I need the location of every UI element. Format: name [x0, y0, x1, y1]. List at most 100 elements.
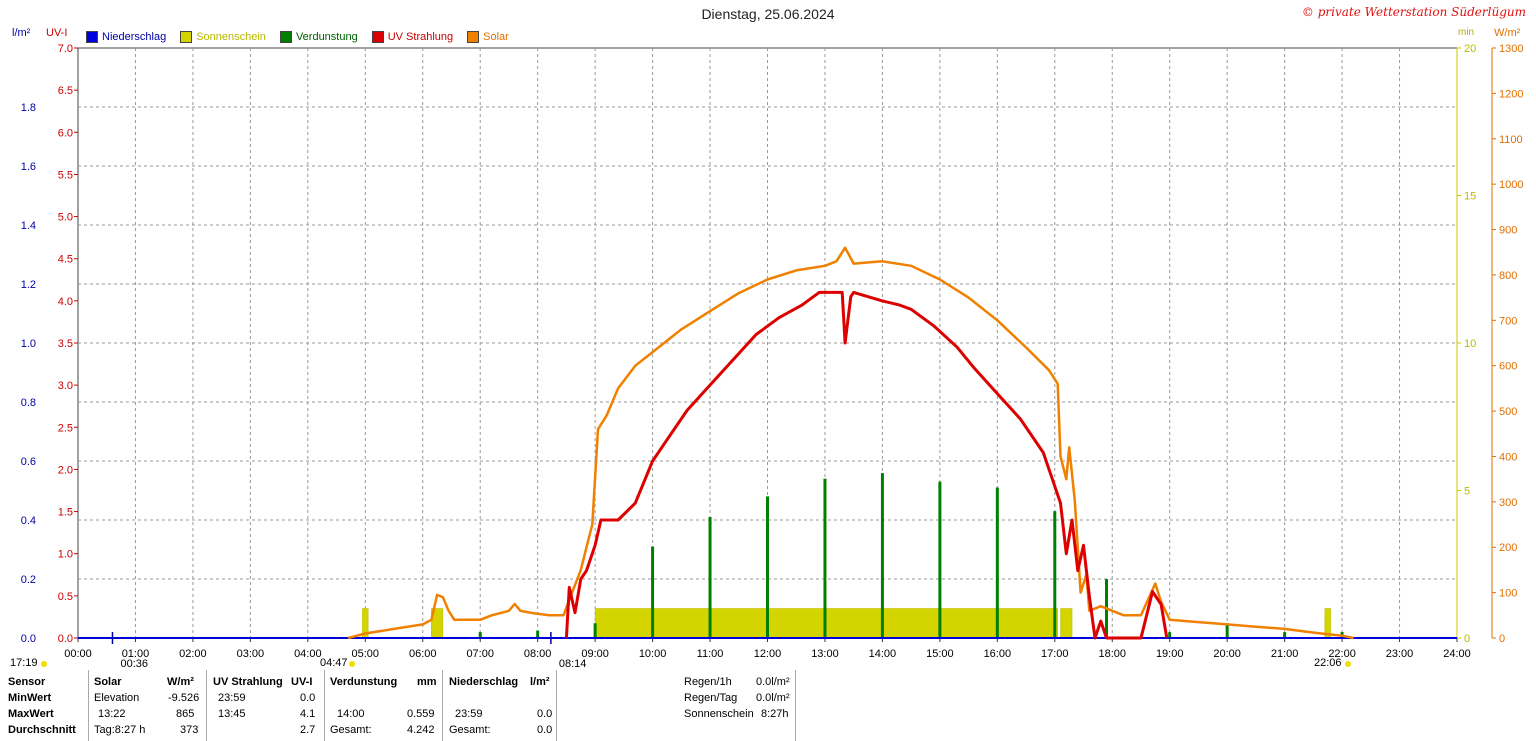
evaporation-bar	[880, 473, 884, 638]
x-tick-label: 18:00	[1098, 648, 1126, 660]
sunshine-bar	[1060, 608, 1073, 639]
solar-tick-label: 1000	[1499, 179, 1523, 191]
sun-tick-label: 20	[1464, 43, 1476, 55]
x-tick-label: 15:00	[926, 648, 954, 660]
row-solar-val: 865	[176, 708, 195, 720]
uv-tick-label: 1.5	[58, 507, 73, 519]
extra-label: Regen/1h	[684, 676, 732, 688]
solar-tick-label: 1100	[1499, 134, 1523, 146]
x-tick-label: 13:00	[811, 648, 839, 660]
x-tick-label: 05:00	[352, 648, 380, 660]
solar-axis-unit: W/m²	[1494, 27, 1521, 39]
legend-swatch	[467, 31, 480, 43]
uv-tick-label: 0.5	[58, 591, 73, 603]
legend-item-sonnenschein: Sonnenschein	[180, 31, 266, 43]
legend: Niederschlag Sonnenschein Verdunstung UV…	[86, 31, 509, 43]
x-tick-label: 07:00	[466, 648, 494, 660]
hdr-rain: Niederschlag	[449, 676, 519, 688]
evaporation-bar	[1053, 511, 1057, 638]
divider	[88, 670, 89, 741]
uv-tick-label: 4.5	[58, 254, 73, 266]
evaporation-bar	[536, 630, 540, 638]
rain-tick-label: 0.8	[21, 397, 36, 409]
sun-time-prev: 17:19	[10, 657, 38, 669]
solar-tick-label: 500	[1499, 406, 1517, 418]
x-tick-label: 02:00	[179, 648, 207, 660]
rain-tick-label: 1.0	[21, 338, 36, 350]
uv-tick-label: 1.0	[58, 549, 73, 561]
evaporation-bar	[708, 517, 712, 638]
row-label: Durchschnitt	[8, 724, 76, 736]
sun-tick-label: 5	[1464, 486, 1470, 498]
x-tick-label: 00:00	[64, 648, 92, 660]
divider	[556, 670, 557, 741]
rain-tick-label: 1.4	[21, 220, 36, 232]
uv-tick-label: 2.0	[58, 464, 73, 476]
evaporation-bar	[1168, 632, 1172, 638]
x-tick-label: 14:00	[869, 648, 897, 660]
hdr-solar-unit: W/m²	[167, 676, 194, 688]
solar-tick-label: 900	[1499, 225, 1517, 237]
x-annotation-label: 08:14	[559, 658, 587, 670]
solar-tick-label: 100	[1499, 588, 1517, 600]
solar-tick-label: 1300	[1499, 43, 1523, 55]
x-tick-label: 09:00	[581, 648, 609, 660]
x-tick-label: 11:00	[697, 648, 724, 660]
x-tick-label: 10:00	[639, 648, 667, 660]
row-evap-val: 0.559	[407, 708, 435, 720]
uv-tick-label: 3.0	[58, 380, 73, 392]
uv-tick-label: 2.5	[58, 422, 73, 434]
legend-item-verdunstung: Verdunstung	[279, 31, 358, 43]
evaporation-bar	[651, 546, 655, 638]
divider	[206, 670, 207, 741]
legend-swatch	[180, 31, 193, 43]
uv-tick-label: 7.0	[58, 43, 73, 55]
sun-tick-label: 0	[1464, 633, 1470, 645]
extra-value: 8:27h	[761, 708, 789, 720]
chart-title: Dienstag, 25.06.2024	[701, 6, 835, 22]
evaporation-bar	[478, 632, 482, 638]
sun-tick-label: 15	[1464, 191, 1476, 203]
row-solar-time: Tag:8:27 h	[94, 724, 146, 736]
legend-item-uv: UV Strahlung	[371, 31, 454, 43]
solar-tick-label: 200	[1499, 542, 1517, 554]
uv-axis-unit: UV-I	[46, 27, 68, 39]
rain-tick-label: 1.2	[21, 279, 36, 291]
uv-tick-label: 5.0	[58, 212, 73, 224]
evaporation-bar	[593, 623, 597, 638]
evaporation-bar	[823, 478, 827, 638]
row-uv-val: 4.1	[300, 708, 316, 720]
solar-tick-label: 600	[1499, 361, 1517, 373]
uv-tick-label: 5.5	[58, 169, 73, 181]
rain-tick-label: 1.6	[21, 161, 36, 173]
row-rain-val: 0.0	[537, 724, 553, 736]
rain-axis-unit: l/m²	[12, 27, 31, 39]
x-annotation-label: 00:36	[120, 658, 148, 670]
extra-value: 0.0l/m²	[756, 692, 790, 704]
rain-tick-label: 0.4	[21, 515, 36, 527]
evaporation-bar	[995, 487, 999, 638]
divider	[795, 670, 796, 741]
extra-label: Regen/Tag	[684, 692, 738, 704]
uv-tick-label: 4.0	[58, 296, 73, 308]
solar-series-line	[347, 246, 1354, 640]
x-tick-label: 21:00	[1271, 648, 1299, 660]
x-tick-label: 22:00	[1328, 648, 1356, 660]
row-uv-val: 2.7	[300, 724, 316, 736]
x-tick-label: 19:00	[1156, 648, 1184, 660]
hdr-evap-unit: mm	[417, 676, 437, 688]
sun-axis-unit: min	[1458, 27, 1475, 38]
rain-tick-label: 0.0	[21, 633, 36, 645]
row-label: MinWert	[8, 692, 52, 704]
x-tick-label: 20:00	[1213, 648, 1241, 660]
evaporation-bar	[766, 496, 769, 638]
x-tick-label: 06:00	[409, 648, 437, 660]
legend-swatch	[279, 31, 292, 43]
legend-label: UV Strahlung	[387, 31, 454, 43]
sunset-marker	[1345, 661, 1351, 667]
sunrise-marker	[349, 661, 355, 667]
row-rain-time: 23:59	[455, 708, 483, 720]
hdr-sensor: Sensor	[8, 676, 46, 688]
uv-tick-label: 0.0	[58, 633, 73, 645]
sun-marker	[41, 661, 47, 667]
